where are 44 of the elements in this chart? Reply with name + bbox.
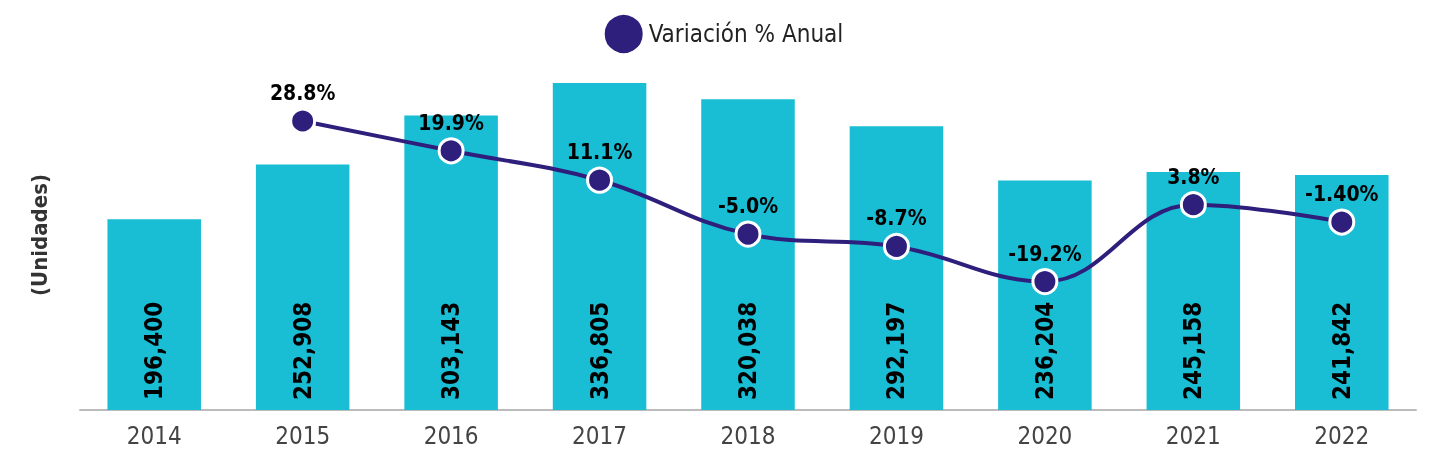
x-tick-label: 2019: [868, 422, 924, 450]
data-label: -8.7%: [866, 206, 927, 231]
x-tick-label: 2020: [1017, 422, 1073, 450]
point: [734, 220, 762, 248]
point: [1328, 208, 1356, 236]
bar: [701, 99, 795, 410]
x-tick-label: 2022: [1314, 422, 1370, 450]
bar: [849, 126, 944, 410]
data-label: 28.8%: [269, 81, 336, 106]
bar: [998, 180, 1092, 410]
data-label: 292,197: [882, 301, 911, 400]
data-label: -5.0%: [717, 194, 779, 219]
data-label: -1.40%: [1305, 182, 1379, 207]
x-tick-label: 2014: [126, 422, 182, 450]
bar: [404, 115, 498, 410]
x-tick-label: 2018: [720, 422, 776, 450]
point: [1179, 191, 1207, 219]
data-label: 19.9%: [418, 110, 484, 135]
point: [882, 232, 910, 260]
data-label: 320,038: [734, 301, 762, 400]
y-axis-title: (Unidades): [26, 174, 52, 296]
x-tick-label: 2015: [275, 422, 331, 450]
data-label: 196,400: [140, 301, 169, 400]
data-label: 11.1%: [566, 140, 633, 165]
point: [437, 137, 465, 165]
point: [1031, 268, 1059, 296]
point: [289, 107, 317, 135]
data-label: -19.2%: [1008, 241, 1082, 266]
data-label: 336,805: [585, 301, 614, 400]
point: [586, 166, 614, 194]
legend-label: Variación % Anual: [648, 20, 844, 48]
data-label: 236,204: [1030, 301, 1059, 400]
data-label: 241,842: [1327, 301, 1356, 400]
x-tick-label: 2021: [1165, 422, 1221, 450]
x-tick-label: 2016: [423, 422, 479, 450]
data-label: 245,158: [1179, 301, 1208, 400]
bar: [1295, 175, 1389, 410]
data-label: 303,143: [437, 301, 466, 400]
bar: [107, 219, 201, 410]
bar: [552, 82, 647, 410]
data-label: 252,908: [288, 301, 317, 400]
data-label: 3.8%: [1167, 164, 1220, 189]
bar: [255, 164, 350, 410]
x-tick-label: 2017: [572, 422, 628, 450]
